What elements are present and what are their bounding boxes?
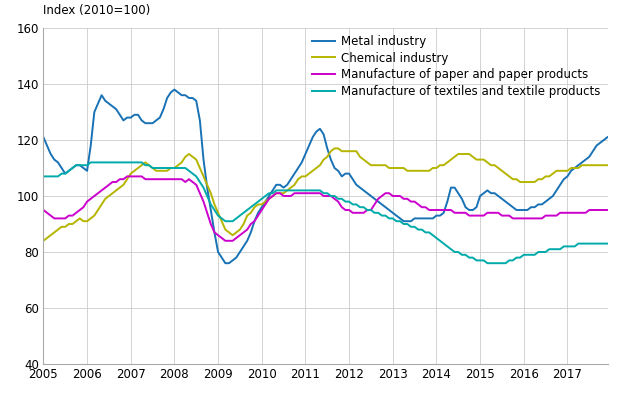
Chemical industry bbox=[378, 163, 386, 168]
Metal industry bbox=[221, 261, 229, 266]
Line: Manufacture of textiles and textile products: Manufacture of textiles and textile prod… bbox=[43, 162, 608, 263]
Manufacture of paper and paper products bbox=[436, 208, 444, 212]
Chemical industry bbox=[604, 163, 611, 168]
Metal industry bbox=[436, 213, 444, 218]
Manufacture of paper and paper products bbox=[382, 191, 389, 196]
Metal industry bbox=[604, 135, 611, 140]
Chemical industry bbox=[331, 146, 339, 151]
Manufacture of paper and paper products bbox=[185, 177, 193, 182]
Metal industry bbox=[258, 205, 265, 210]
Manufacture of paper and paper products bbox=[604, 208, 611, 212]
Manufacture of textiles and textile products bbox=[378, 213, 386, 218]
Chemical industry bbox=[433, 166, 440, 170]
Line: Manufacture of paper and paper products: Manufacture of paper and paper products bbox=[43, 176, 608, 241]
Manufacture of paper and paper products bbox=[258, 208, 265, 212]
Manufacture of textiles and textile products bbox=[40, 174, 47, 179]
Text: Index (2010=100): Index (2010=100) bbox=[43, 4, 151, 17]
Metal industry bbox=[280, 185, 287, 190]
Manufacture of paper and paper products bbox=[40, 208, 47, 212]
Chemical industry bbox=[182, 154, 189, 159]
Manufacture of textiles and textile products bbox=[185, 168, 193, 173]
Manufacture of textiles and textile products bbox=[604, 241, 611, 246]
Metal industry bbox=[502, 199, 509, 204]
Chemical industry bbox=[273, 191, 280, 196]
Manufacture of textiles and textile products bbox=[277, 188, 284, 193]
Legend: Metal industry, Chemical industry, Manufacture of paper and paper products, Manu: Metal industry, Chemical industry, Manuf… bbox=[307, 30, 605, 102]
Manufacture of paper and paper products bbox=[221, 238, 229, 243]
Line: Chemical industry: Chemical industry bbox=[43, 148, 608, 241]
Manufacture of textiles and textile products bbox=[502, 261, 509, 266]
Manufacture of textiles and textile products bbox=[433, 236, 440, 240]
Metal industry bbox=[185, 96, 193, 100]
Manufacture of paper and paper products bbox=[502, 213, 509, 218]
Chemical industry bbox=[498, 168, 506, 173]
Manufacture of paper and paper products bbox=[280, 194, 287, 198]
Metal industry bbox=[170, 87, 178, 92]
Line: Metal industry: Metal industry bbox=[43, 90, 608, 263]
Manufacture of textiles and textile products bbox=[484, 261, 491, 266]
Chemical industry bbox=[40, 238, 47, 243]
Metal industry bbox=[40, 135, 47, 140]
Chemical industry bbox=[250, 205, 258, 210]
Manufacture of paper and paper products bbox=[123, 174, 131, 179]
Manufacture of textiles and textile products bbox=[87, 160, 94, 165]
Manufacture of textiles and textile products bbox=[254, 199, 262, 204]
Metal industry bbox=[382, 205, 389, 210]
